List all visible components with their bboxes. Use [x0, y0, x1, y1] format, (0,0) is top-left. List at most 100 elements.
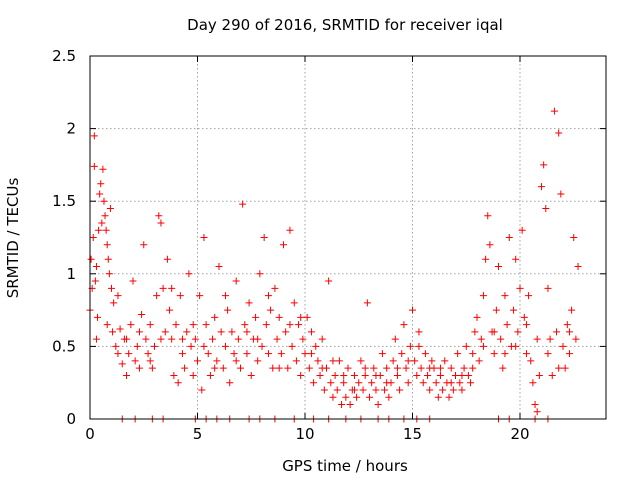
data-point	[168, 284, 176, 292]
data-point	[557, 190, 565, 198]
data-point	[264, 350, 272, 358]
data-point	[544, 284, 552, 292]
data-point	[146, 357, 154, 365]
data-point	[202, 321, 210, 329]
data-point	[378, 350, 386, 358]
data-point	[335, 357, 343, 365]
data-point	[338, 400, 346, 408]
data-point	[256, 270, 264, 278]
data-point	[479, 342, 487, 350]
data-point	[181, 364, 189, 372]
data-point	[402, 364, 410, 372]
data-point	[262, 321, 270, 329]
data-point	[264, 292, 272, 300]
data-point	[91, 277, 99, 285]
data-point	[538, 183, 545, 191]
data-point	[398, 350, 406, 358]
data-point	[310, 379, 318, 387]
data-point	[522, 350, 530, 358]
data-point	[559, 342, 567, 350]
data-point	[383, 379, 391, 387]
data-point	[163, 255, 171, 263]
data-point	[533, 335, 541, 343]
data-point	[426, 364, 434, 372]
data-point	[245, 299, 253, 307]
data-point	[258, 342, 266, 350]
data-point	[393, 364, 401, 372]
data-point	[527, 357, 535, 365]
data-point	[381, 386, 389, 394]
data-point	[458, 371, 466, 379]
data-point	[105, 270, 113, 278]
data-point	[436, 371, 444, 379]
x-tick-label: 0	[85, 425, 95, 443]
data-point	[329, 357, 337, 365]
data-point	[288, 342, 296, 350]
data-point	[232, 357, 240, 365]
y-tick-label: 2.5	[52, 47, 76, 65]
data-point	[544, 350, 552, 358]
data-point	[280, 241, 287, 249]
data-point	[155, 212, 163, 220]
data-point	[520, 313, 528, 321]
data-point	[297, 371, 305, 379]
data-point	[217, 328, 225, 336]
data-point	[518, 226, 526, 234]
data-point	[333, 386, 341, 394]
data-point	[151, 342, 158, 350]
data-point	[174, 379, 182, 387]
data-point	[357, 357, 365, 365]
data-point	[92, 263, 100, 271]
data-point	[307, 328, 315, 336]
data-point	[305, 364, 313, 372]
data-point	[303, 313, 311, 321]
data-point	[99, 165, 107, 173]
data-point	[428, 357, 436, 365]
data-point	[467, 379, 475, 387]
data-point	[95, 226, 103, 234]
x-tick-label: 15	[403, 425, 422, 443]
data-point	[234, 335, 242, 343]
data-point	[161, 328, 169, 336]
data-point	[157, 219, 165, 227]
data-point	[135, 328, 143, 336]
data-point	[409, 306, 416, 314]
data-point	[254, 335, 262, 343]
data-point	[505, 234, 513, 241]
data-point	[273, 335, 281, 343]
data-point	[501, 292, 509, 300]
data-point	[247, 371, 255, 379]
data-point	[411, 357, 419, 365]
data-point	[490, 350, 498, 358]
data-point	[157, 335, 165, 343]
data-point	[299, 335, 307, 343]
data-point	[404, 357, 412, 365]
data-point	[512, 342, 520, 350]
data-point	[198, 386, 206, 394]
y-tick-label: 1.5	[52, 192, 76, 210]
data-point	[221, 342, 229, 350]
data-point	[92, 335, 100, 343]
data-point	[329, 393, 337, 401]
y-tick-labels: 0 0.5 1 1.5 2 2.5	[52, 47, 76, 428]
data-point	[301, 350, 309, 358]
data-point	[529, 379, 537, 387]
data-point	[396, 386, 404, 394]
data-point	[479, 292, 487, 300]
data-point	[421, 350, 429, 358]
data-point	[516, 284, 524, 292]
data-point	[228, 328, 236, 336]
data-point	[383, 364, 391, 372]
data-point	[445, 393, 453, 401]
data-point	[439, 386, 447, 394]
data-point	[178, 335, 186, 343]
data-point	[114, 292, 122, 300]
data-point	[447, 379, 455, 387]
data-point	[553, 328, 561, 336]
data-point	[406, 342, 414, 350]
data-point	[531, 400, 539, 408]
data-point	[104, 255, 112, 263]
data-point	[144, 350, 152, 358]
data-point	[307, 350, 315, 358]
